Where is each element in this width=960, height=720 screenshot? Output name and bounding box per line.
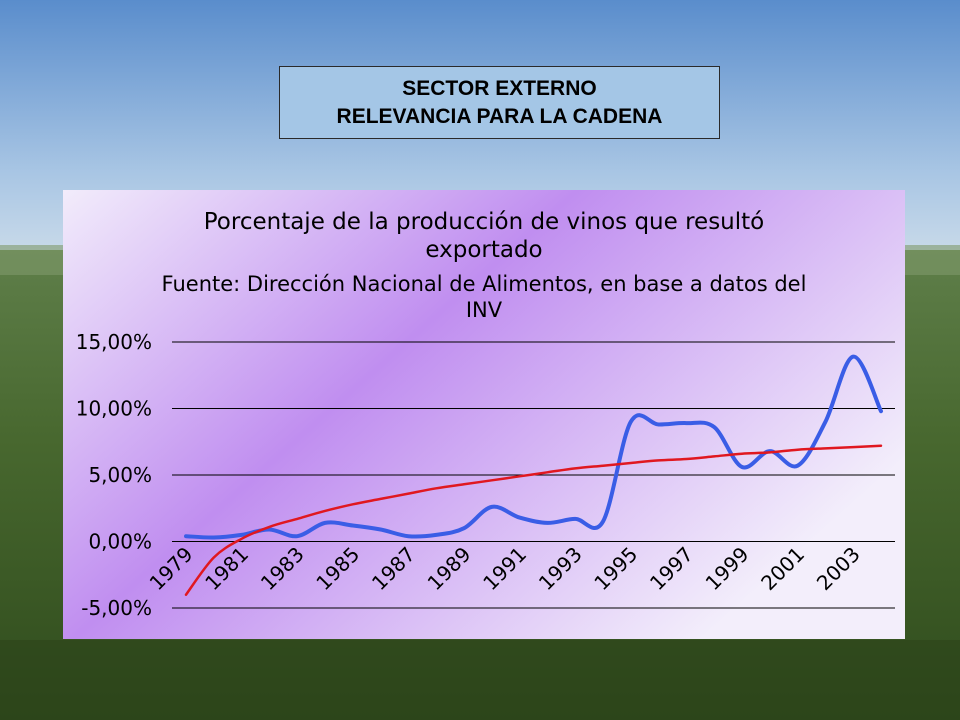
y-tick-label: 5,00% <box>88 463 152 487</box>
y-tick-label: 15,00% <box>76 330 152 354</box>
chart-title-line-1: Porcentaje de la producción de vinos que… <box>203 209 765 235</box>
series-line-1 <box>184 354 883 540</box>
chart-panel: 15,00%10,00%5,00%0,00%-5,00%1979 1981 1983… <box>63 190 905 639</box>
chart-subtitle-line-1: Fuente: Dirección Nacional de Alimentos,… <box>161 272 807 296</box>
y-tick-label: 10,00% <box>76 397 152 421</box>
chart-subtitle-line-2: INV <box>465 298 503 322</box>
slide-title-box: SECTOR EXTERNO RELEVANCIA PARA LA CADENA <box>279 66 720 139</box>
y-tick-label: 0,00% <box>88 530 152 554</box>
chart-title-line-2: exportado <box>425 237 543 263</box>
chart-title: Porcentaje de la producción de vinos que… <box>63 208 905 264</box>
chart-subtitle: Fuente: Dirección Nacional de Alimentos,… <box>63 271 905 323</box>
slide-title-line-2: RELEVANCIA PARA LA CADENA <box>336 104 663 128</box>
series-line-2 <box>184 444 883 596</box>
chart-area-background <box>63 190 905 639</box>
y-tick-label: -5,00% <box>81 596 152 620</box>
slide-title-line-1: SECTOR EXTERNO <box>402 76 597 100</box>
